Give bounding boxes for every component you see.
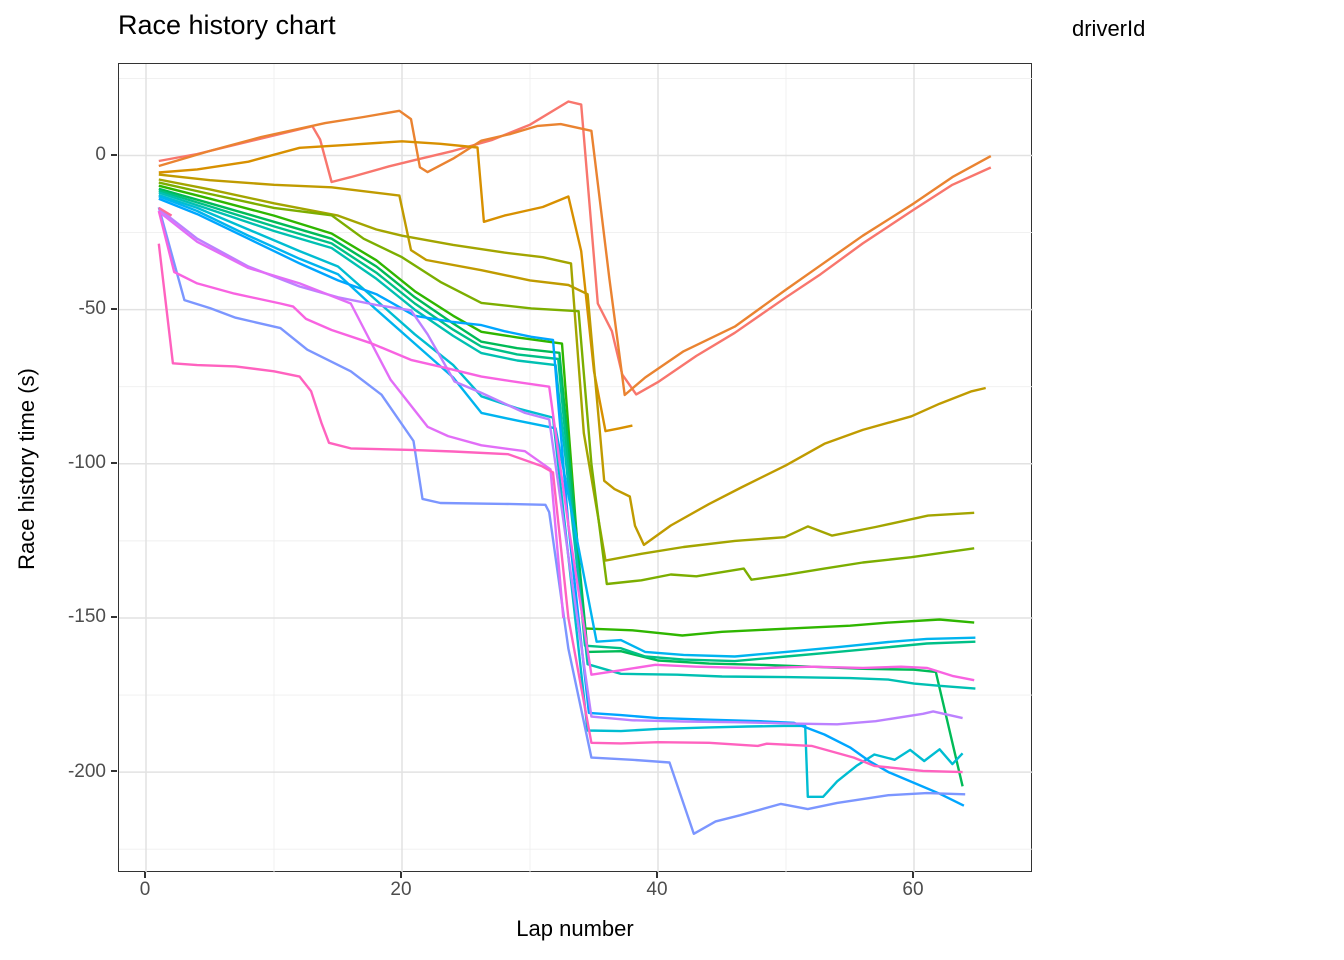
plot-canvas xyxy=(119,64,1033,873)
series-line-perez xyxy=(158,178,975,562)
series-line-max_verstappen xyxy=(158,206,173,217)
series-line-massa xyxy=(157,243,963,774)
y-tick-label: -100 xyxy=(67,452,106,474)
series-line-bottas xyxy=(158,140,633,433)
x-tick-label: 20 xyxy=(390,879,412,900)
x-tick-mark xyxy=(144,872,146,878)
x-tick-label: 0 xyxy=(139,879,151,900)
series-line-vettel xyxy=(158,100,992,396)
series-line-hulkenberg xyxy=(158,184,975,637)
y-tick-label: -200 xyxy=(67,760,106,782)
series-line-jolyon_palmer xyxy=(157,206,966,835)
x-tick-mark xyxy=(912,872,914,878)
y-tick-mark xyxy=(111,153,117,156)
y-tick-label: -150 xyxy=(67,606,106,628)
page-title: Race history chart xyxy=(118,10,336,40)
y-tick-mark xyxy=(111,461,117,464)
x-tick-label: 40 xyxy=(646,879,668,900)
y-tick-label: -50 xyxy=(78,298,106,320)
series-line-kvyat xyxy=(157,210,975,682)
legend-title: driverId xyxy=(1072,16,1146,41)
y-axis-title: Race history time (s) xyxy=(14,368,39,570)
series-line-sainz xyxy=(158,189,976,663)
y-tick-mark xyxy=(111,770,117,773)
x-tick-mark xyxy=(656,872,658,878)
plot-panel xyxy=(118,63,1033,873)
y-tick-mark xyxy=(111,307,117,310)
series-line-ricciardo xyxy=(158,173,986,547)
series-line-stroll xyxy=(158,197,965,807)
y-tick-label: 0 xyxy=(95,144,106,165)
x-tick-mark xyxy=(400,872,402,878)
x-tick-label: 60 xyxy=(902,879,924,900)
series-line-vandoorne xyxy=(158,210,565,619)
series-line-ocon xyxy=(158,181,975,586)
x-axis-title: Lap number xyxy=(516,916,634,941)
series-line-hamilton xyxy=(158,109,992,397)
y-tick-mark xyxy=(111,615,117,618)
